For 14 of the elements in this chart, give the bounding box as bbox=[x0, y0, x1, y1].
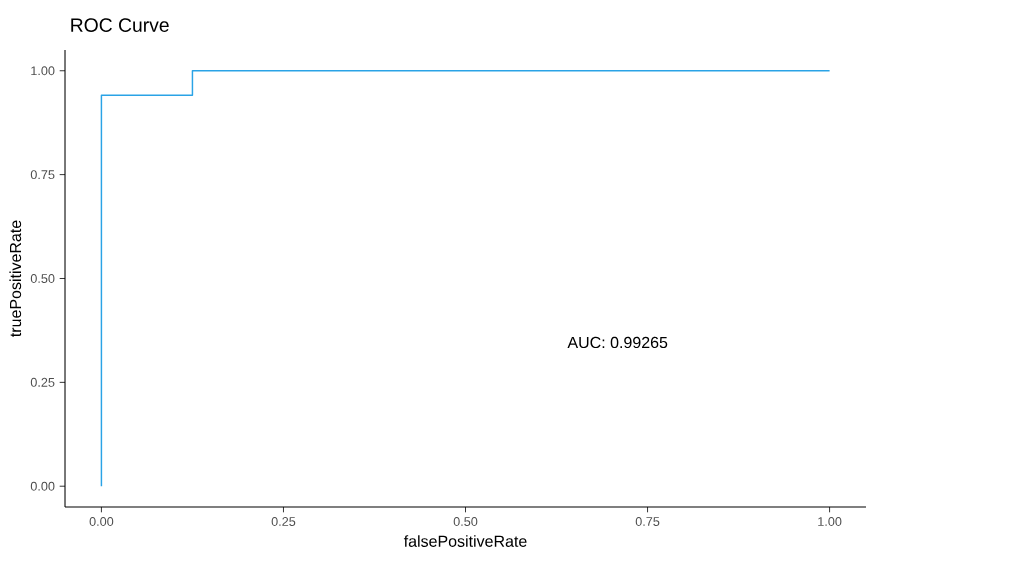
y-tick-label: 0.25 bbox=[30, 377, 55, 387]
x-tick-label: 0.00 bbox=[89, 517, 114, 526]
x-tick-label: 0.75 bbox=[635, 517, 660, 526]
y-tick-label: 1.00 bbox=[31, 66, 55, 76]
annotation: AUC: 0.99265 bbox=[567, 336, 668, 349]
chart-title: ROC Curve bbox=[71, 18, 169, 32]
x-tick-label: 0.25 bbox=[271, 517, 296, 526]
x-tick-label: 0.50 bbox=[453, 517, 478, 526]
y-tick-label: 0.50 bbox=[30, 274, 55, 283]
y-tick-label: 0.00 bbox=[30, 481, 55, 491]
y-tick-label: 0.75 bbox=[30, 170, 55, 180]
x-axis-title: falsePositiveRate bbox=[403, 535, 527, 547]
x-tick-label: 1.00 bbox=[818, 517, 842, 526]
y-axis-title: truePositiveRate bbox=[9, 220, 22, 337]
